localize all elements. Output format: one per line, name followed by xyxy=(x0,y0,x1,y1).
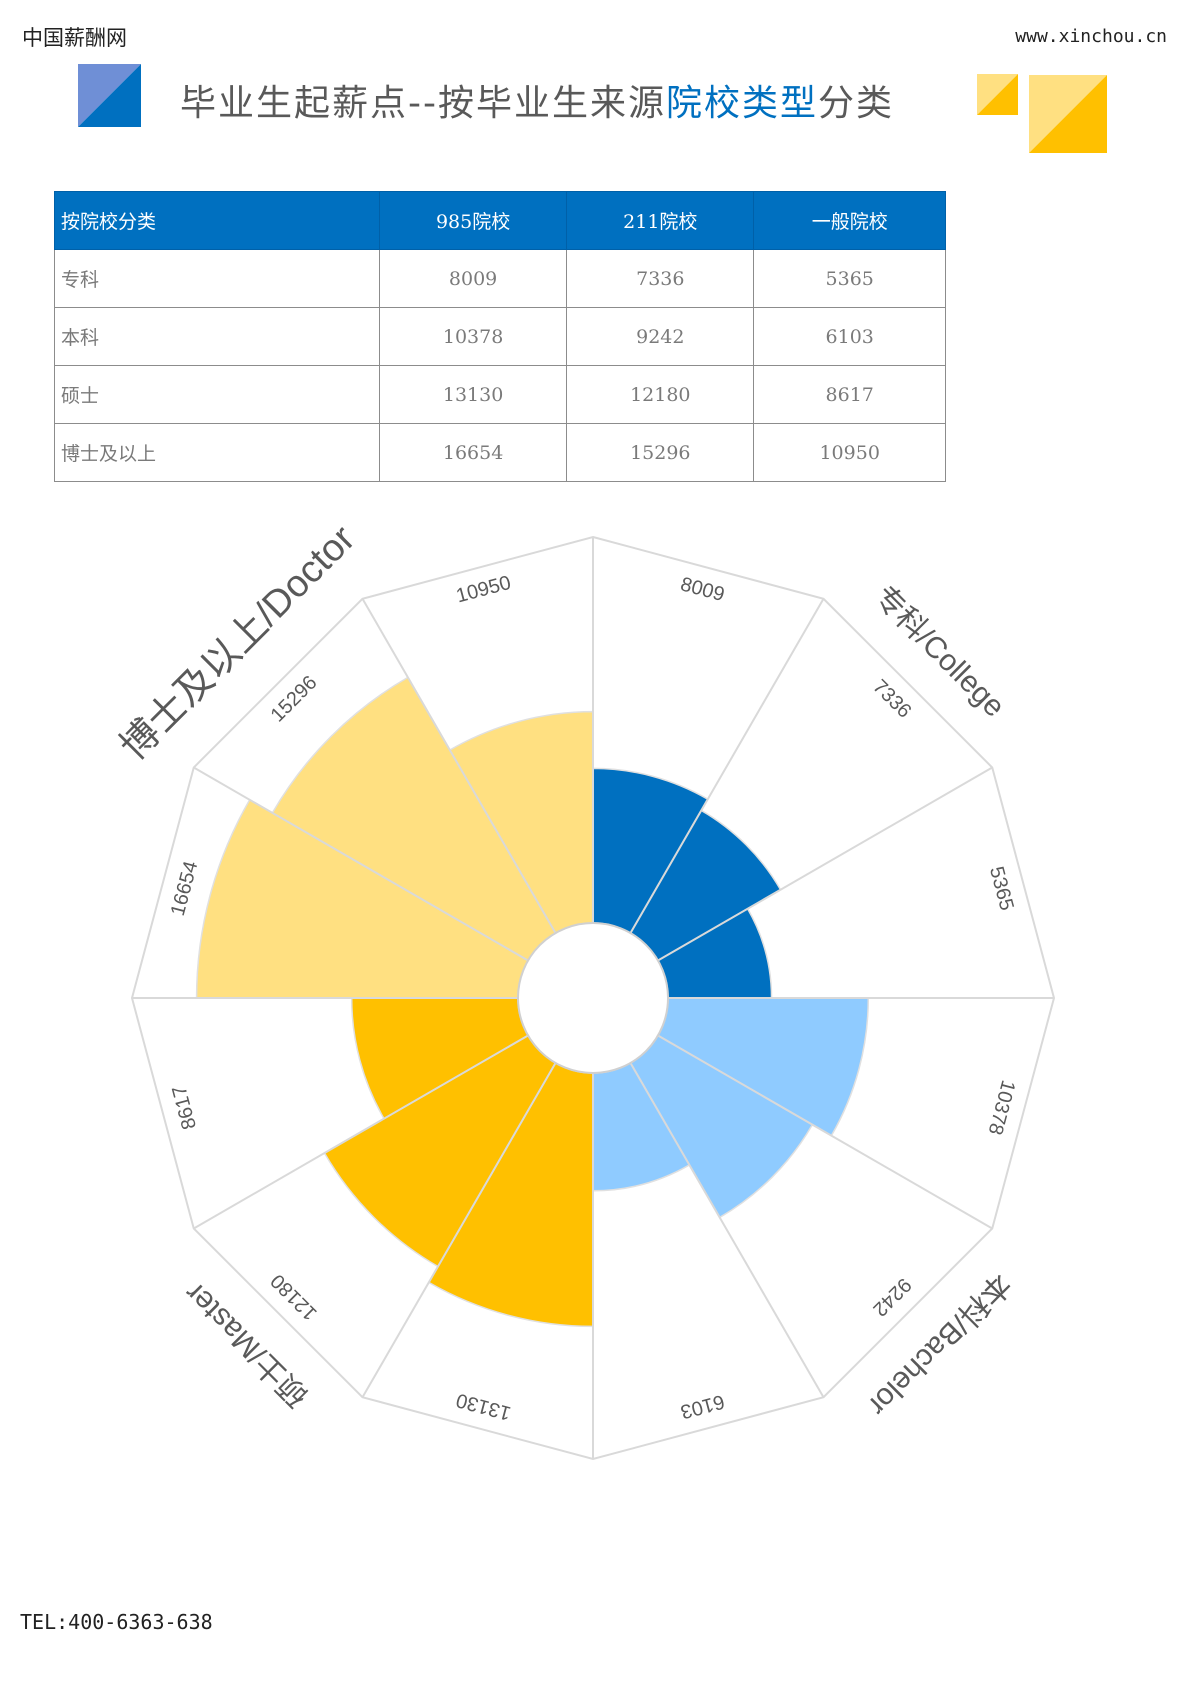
header-cell: 一般院校 xyxy=(753,191,946,250)
value-label: 10378 xyxy=(983,1078,1019,1137)
cell: 7336 xyxy=(566,249,755,308)
cell: 13130 xyxy=(378,365,568,424)
title-part: 分类 xyxy=(818,83,895,124)
spoke xyxy=(193,1034,529,1230)
row: 专科 8009 7336 5365 xyxy=(54,249,946,308)
spoke xyxy=(361,598,557,934)
category-label: 博士及以上/Doctor xyxy=(113,517,364,768)
header-cell: 按院校分类 xyxy=(54,191,380,250)
cell: 15296 xyxy=(566,423,755,482)
row: 本科 10378 9242 6103 xyxy=(54,307,946,366)
cell: 12180 xyxy=(566,365,755,424)
header-cell: 211院校 xyxy=(566,191,755,250)
title: 毕业生起薪点--按毕业生来源院校类型分类 xyxy=(180,74,894,126)
cell: 8009 xyxy=(378,249,568,308)
row: 博士及以上 16654 15296 10950 xyxy=(54,423,946,482)
spoke xyxy=(193,766,529,962)
cell: 专科 xyxy=(54,249,380,308)
value-label: 13130 xyxy=(454,1388,513,1424)
cell: 10950 xyxy=(753,423,946,482)
title-part: 毕业生起薪点--按毕业生来源 xyxy=(180,83,666,124)
spoke xyxy=(629,1062,825,1398)
cell: 10378 xyxy=(378,307,568,366)
spoke xyxy=(629,598,825,934)
tel: TEL:400-6363-638 xyxy=(20,1610,213,1634)
brand: 中国薪酬网 xyxy=(22,26,127,50)
cell: 博士及以上 xyxy=(54,423,380,482)
icon xyxy=(78,64,141,127)
value-label: 6103 xyxy=(678,1390,727,1423)
cell: 8617 xyxy=(753,365,946,424)
cell: 16654 xyxy=(378,423,568,482)
spoke xyxy=(657,766,993,962)
cell: 9242 xyxy=(566,307,755,366)
icon xyxy=(1029,75,1107,153)
value-label: 8617 xyxy=(168,1083,201,1132)
header-row: 按院校分类 985院校 211院校 一般院校 xyxy=(54,191,946,250)
cell: 本科 xyxy=(54,307,380,366)
header-cell: 985院校 xyxy=(378,191,568,250)
value-label: 15296 xyxy=(267,672,322,727)
icon xyxy=(977,74,1018,115)
cell: 5365 xyxy=(753,249,946,308)
salary-table: 按院校分类 985院校 211院校 一般院校 专科 8009 7336 5365 本科 10378… xyxy=(54,191,946,482)
value-label: 8009 xyxy=(678,573,727,606)
spoke xyxy=(361,1062,557,1398)
value-label: 12180 xyxy=(267,1269,322,1324)
row: 硕士 13130 12180 8617 xyxy=(54,365,946,424)
value-label: 16654 xyxy=(167,859,203,918)
value-label: 10950 xyxy=(454,572,513,608)
center-hole xyxy=(517,922,669,1074)
title-highlight: 院校类型 xyxy=(665,83,818,124)
spoke xyxy=(657,1034,993,1230)
value-label: 5365 xyxy=(985,864,1018,913)
url: www.xinchou.cn xyxy=(1015,26,1167,47)
